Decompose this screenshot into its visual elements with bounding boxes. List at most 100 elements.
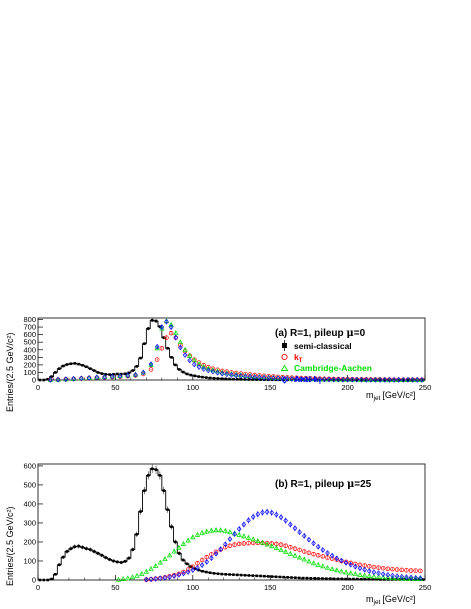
marker <box>336 376 341 383</box>
marker <box>193 567 197 570</box>
data-point <box>150 464 154 473</box>
marker <box>241 533 247 539</box>
data-point <box>255 511 261 518</box>
x-tick-label: 50 <box>111 583 119 592</box>
marker <box>166 346 169 350</box>
marker <box>315 553 321 558</box>
marker <box>302 549 307 554</box>
data-point <box>135 531 138 538</box>
data-point <box>233 372 239 379</box>
x-tick-label: 150 <box>264 583 277 592</box>
data-point <box>241 521 247 528</box>
data-point <box>309 576 313 580</box>
marker <box>264 509 270 515</box>
data-point <box>259 378 262 381</box>
marker <box>141 369 146 376</box>
marker <box>241 541 247 546</box>
marker <box>77 544 80 548</box>
marker <box>181 370 185 374</box>
marker <box>349 376 355 382</box>
data-point <box>317 577 320 580</box>
marker <box>158 474 162 477</box>
data-point <box>123 559 127 564</box>
data-point <box>77 543 80 549</box>
data-point <box>167 574 172 580</box>
marker <box>92 550 96 553</box>
data-point <box>139 508 142 515</box>
data-point <box>405 377 411 383</box>
data-point <box>104 555 108 560</box>
marker <box>322 376 327 383</box>
data-point <box>400 377 407 382</box>
marker <box>297 576 301 580</box>
marker <box>54 572 57 576</box>
marker <box>410 377 415 383</box>
marker <box>146 474 150 477</box>
marker <box>245 534 252 540</box>
marker <box>415 377 420 383</box>
data-point <box>148 367 154 372</box>
marker <box>216 572 220 576</box>
marker <box>251 378 255 381</box>
marker <box>313 378 317 382</box>
marker <box>100 372 104 375</box>
marker <box>190 564 196 569</box>
marker <box>232 531 237 537</box>
marker <box>148 576 154 583</box>
marker <box>223 541 228 548</box>
marker <box>158 575 163 582</box>
marker <box>239 378 243 381</box>
data-point <box>359 376 364 383</box>
data-point <box>197 568 200 572</box>
marker <box>88 548 92 551</box>
marker <box>139 570 145 576</box>
data-point <box>236 573 239 577</box>
data-point <box>383 578 386 581</box>
marker <box>162 556 168 562</box>
data-point <box>194 531 201 538</box>
plot-frame <box>37 463 426 581</box>
marker <box>243 378 247 381</box>
data-point <box>361 572 368 578</box>
marker <box>115 576 122 582</box>
data-point <box>263 574 266 578</box>
data-point <box>352 571 359 577</box>
marker <box>348 561 353 568</box>
marker <box>143 342 146 346</box>
marker <box>270 575 274 578</box>
marker <box>298 376 304 382</box>
data-point <box>375 577 378 581</box>
data-point <box>131 369 135 372</box>
data-point <box>171 548 177 554</box>
data-point <box>390 566 395 572</box>
data-point <box>94 374 100 381</box>
marker <box>266 375 271 381</box>
data-series <box>38 464 425 583</box>
data-point <box>406 578 409 581</box>
marker <box>213 550 219 557</box>
marker <box>306 536 312 543</box>
marker <box>259 539 266 545</box>
data-point <box>421 578 425 581</box>
data-point <box>414 377 420 382</box>
data-point <box>243 373 248 380</box>
marker <box>361 572 368 578</box>
marker <box>215 369 220 376</box>
data-point <box>224 572 227 576</box>
data-point <box>236 377 239 381</box>
data-point <box>116 560 119 564</box>
marker <box>313 576 317 580</box>
data-point <box>415 377 420 383</box>
marker <box>247 574 251 577</box>
data-point <box>158 471 162 480</box>
marker <box>219 370 225 377</box>
data-point <box>229 371 234 378</box>
marker <box>264 541 270 547</box>
marker <box>139 356 142 360</box>
circle-marker-icon <box>281 353 288 361</box>
data-point <box>190 567 196 573</box>
data-point <box>148 566 154 571</box>
data-point <box>259 539 266 546</box>
data-point <box>127 556 131 560</box>
marker <box>238 373 244 379</box>
